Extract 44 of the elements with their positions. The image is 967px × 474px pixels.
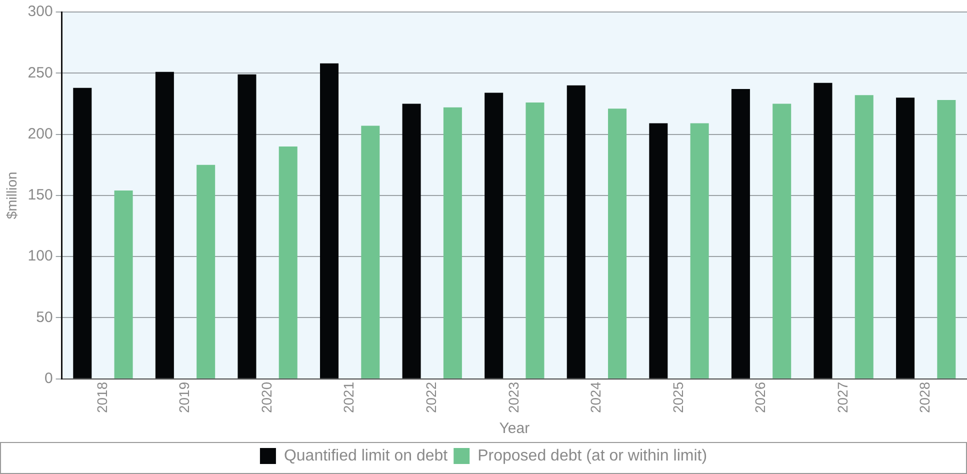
bar bbox=[690, 123, 709, 378]
y-tick-label: 150 bbox=[28, 186, 53, 204]
x-tick-label: 2026 bbox=[752, 382, 768, 414]
bar bbox=[320, 63, 339, 378]
legend-label: Proposed debt (at or within limit) bbox=[478, 447, 708, 464]
x-tick-label: 2020 bbox=[258, 382, 274, 414]
bar bbox=[443, 107, 462, 378]
legend-label: Quantified limit on debt bbox=[284, 447, 448, 464]
x-tick-label: 2027 bbox=[834, 382, 850, 414]
x-tick-label: 2021 bbox=[340, 382, 357, 414]
bar bbox=[896, 98, 915, 378]
x-tick-label: 2024 bbox=[588, 382, 604, 414]
y-axis-title: $million bbox=[3, 172, 20, 220]
bar bbox=[814, 82, 832, 378]
x-tick-label: 2018 bbox=[94, 382, 110, 414]
bar bbox=[196, 164, 216, 378]
x-tick-label: 2022 bbox=[422, 382, 439, 414]
x-tick-label: 2025 bbox=[670, 382, 686, 414]
bar bbox=[361, 126, 380, 378]
y-tick-label: 250 bbox=[28, 64, 53, 82]
bar bbox=[73, 88, 92, 378]
x-tick-label: 2023 bbox=[505, 382, 522, 414]
bar bbox=[649, 123, 668, 378]
y-tick-label: 100 bbox=[28, 248, 53, 265]
x-tick-label: 2028 bbox=[916, 382, 933, 414]
y-tick-label: 50 bbox=[36, 308, 53, 326]
bar bbox=[608, 108, 627, 378]
bar bbox=[402, 104, 421, 378]
x-axis-title: Year bbox=[499, 420, 530, 438]
y-tick-label: 200 bbox=[28, 125, 53, 142]
bar bbox=[772, 104, 792, 378]
bar bbox=[238, 74, 256, 378]
x-tick-label: 2019 bbox=[176, 382, 192, 414]
bar bbox=[566, 85, 586, 378]
y-tick-label: 0 bbox=[44, 370, 53, 387]
y-tick-label: 300 bbox=[28, 3, 53, 20]
bar bbox=[155, 72, 174, 378]
bar bbox=[854, 95, 874, 378]
bar bbox=[484, 92, 504, 378]
bar bbox=[114, 190, 133, 378]
bar bbox=[526, 102, 544, 378]
bar bbox=[278, 146, 298, 378]
bar bbox=[731, 89, 750, 378]
bar bbox=[937, 100, 956, 378]
